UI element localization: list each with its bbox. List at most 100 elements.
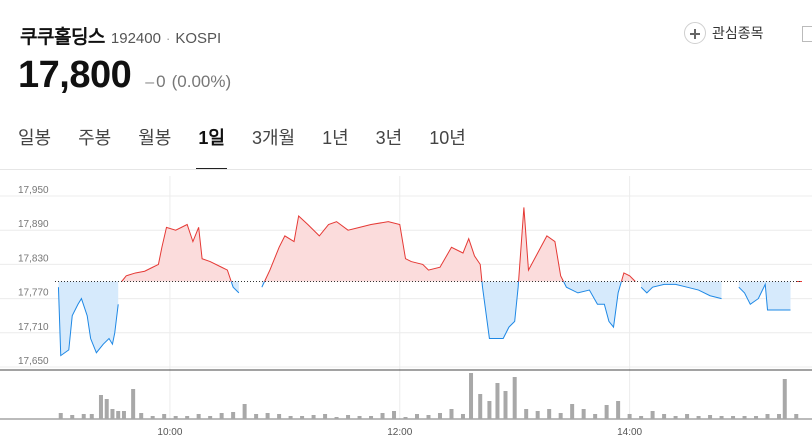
volume-bar [334,417,339,419]
tab-3months[interactable]: 3개월 [251,128,296,148]
y-tick-label: 17,950 [18,185,49,196]
volume-bar [162,414,167,419]
volume-bar [449,409,454,419]
volume-bar [524,409,529,419]
line-above-base [121,223,232,282]
volume-bar [673,416,678,419]
change-flat-icon: – [145,74,155,91]
favorite-button[interactable]: 관심종목 [684,22,764,44]
intraday-chart[interactable]: 17,950 17,890 17,830 17,770 17,710 17,650 10:0… [0,176,812,446]
line-below-base [481,281,520,339]
line-above-base [264,214,483,282]
volume-bar [685,414,690,419]
volume-bar [604,405,609,419]
price-area [58,207,791,356]
volume-bar [558,413,563,419]
volume-bar [254,414,259,419]
area-below-base [481,281,519,339]
line-below-base [57,287,119,357]
volume-bar [593,414,598,419]
volume-bar [415,414,420,419]
line-below-base [230,281,240,294]
x-tick-label: 10:00 [157,427,182,438]
tab-3years[interactable]: 3년 [375,128,403,148]
y-tick-label: 17,710 [18,322,49,333]
volume-bar [70,415,75,419]
stock-header: 쿠쿠홀딩스 192400 · KOSPI [20,22,221,49]
volume-bar [150,416,155,419]
period-tabs: 일봉 주봉 월봉 1일 3개월 1년 3년 10년 [18,124,493,170]
volume-bar [58,413,63,419]
volume-bars [0,369,812,420]
separator-dot: · [165,31,171,46]
area-below-base [231,281,239,293]
axis-labels: 17,950 17,890 17,830 17,770 17,710 17,650 10:0… [18,185,643,438]
y-tick-label: 17,770 [18,288,49,299]
area-below-base [641,281,722,299]
volume-bar [719,416,724,419]
area-above-base [121,224,232,282]
volume-bar [104,399,109,419]
side-panel-edge [802,26,812,42]
quote-row: 17,800 – 0 (0.00%) [18,54,231,97]
line-above-base [620,272,636,282]
volume-bar [478,394,483,419]
volume-bar [708,415,713,419]
line-below-base [261,281,265,288]
area-above-base [518,207,564,282]
volume-bar [242,404,247,419]
y-tick-label: 17,890 [18,219,49,230]
volume-bar [288,416,293,419]
volume-bar [535,411,540,419]
area-above-base [621,272,636,282]
price-change: 0 [156,72,166,91]
tab-10years[interactable]: 10년 [429,128,466,148]
current-price: 17,800 [18,54,132,96]
change-rate: (0.00%) [171,72,232,91]
volume-bar [265,413,270,419]
volume-bar [323,414,328,419]
volume-bar [208,416,213,419]
line-above-base [518,207,564,282]
volume-bar [121,411,126,419]
area-below-base [563,281,622,328]
volume-bar [185,416,190,419]
tab-divider [0,169,812,170]
tab-weekly[interactable]: 주봉 [78,128,112,148]
volume-bar [742,416,747,419]
volume-bar [110,409,115,419]
volume-bar [392,411,397,419]
volume-bar [487,401,492,419]
tab-1day[interactable]: 1일 [196,124,227,170]
volume-bar [81,414,86,419]
volume-bar [495,383,500,419]
volume-bar [219,413,224,419]
volume-bar [173,416,178,419]
x-tick-label: 14:00 [617,427,642,438]
area-below-base [58,281,119,356]
volume-bar [89,414,94,419]
y-tick-label: 17,650 [18,356,49,367]
volume-bar [639,416,644,419]
plus-icon [684,22,706,44]
volume-bar [277,414,282,419]
volume-bar [777,414,782,419]
volume-bar [469,373,474,419]
volume-bar [627,414,632,419]
tab-daily[interactable]: 일봉 [18,128,52,148]
tab-monthly[interactable]: 월봉 [138,128,172,148]
volume-bar [346,415,351,419]
volume-bar [696,416,701,419]
tab-1year[interactable]: 1년 [322,128,349,148]
volume-bar [754,416,759,419]
line-below-base [640,283,722,300]
favorite-label: 관심종목 [712,25,764,41]
volume-bar [616,401,621,419]
stock-code: 192400 [110,30,161,47]
volume-bar [403,417,408,419]
volume-bar [437,413,442,419]
volume-bar [369,416,374,419]
volume-bar [794,414,799,419]
volume-bar [765,414,770,419]
volume-bar [380,413,385,419]
